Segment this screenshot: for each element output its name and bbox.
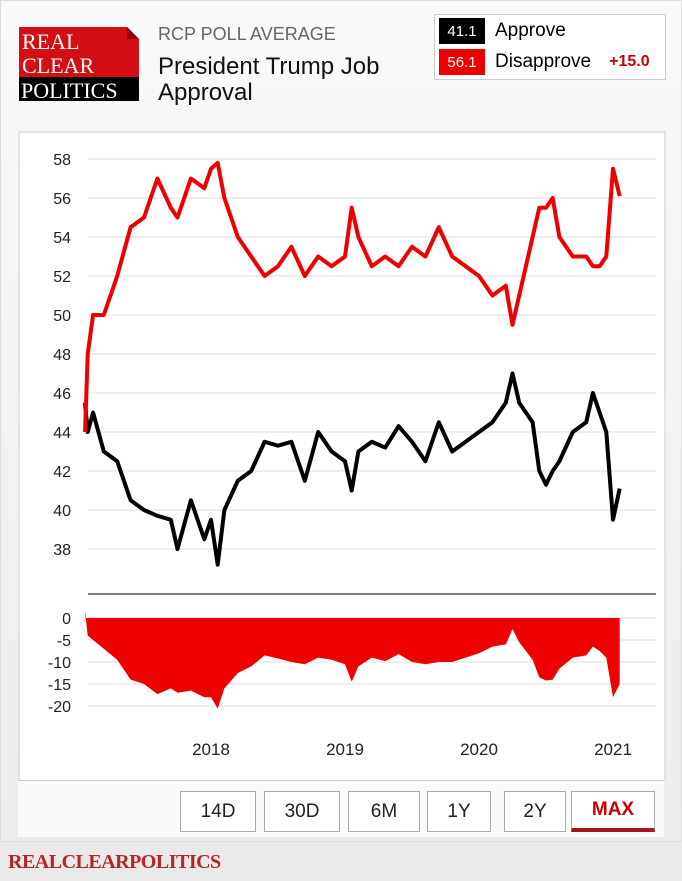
range-button-6m[interactable]: 6M	[348, 791, 420, 832]
y-tick-label: 50	[53, 308, 71, 325]
y-tick-label: 58	[53, 152, 71, 169]
x-tick-label: 2018	[192, 740, 230, 759]
y-tick-label: 40	[53, 503, 71, 520]
y-tick-label: 44	[53, 425, 71, 442]
y-tick-label: 42	[53, 464, 71, 481]
range-button-30d[interactable]: 30D	[264, 791, 340, 832]
range-button-max[interactable]: MAX	[571, 791, 655, 832]
range-button-2y[interactable]: 2Y	[504, 791, 566, 832]
rcp-logo: REAL CLEAR POLITICS	[19, 27, 139, 101]
logo-politics: POLITICS	[21, 78, 118, 101]
spread-y-tick-label: 0	[62, 611, 71, 628]
spread-y-tick-label: -20	[48, 699, 71, 716]
approve-value: 41.1	[439, 18, 485, 44]
y-tick-label: 38	[53, 542, 71, 559]
range-bar: 14D 30D 6M 1Y 2Y MAX	[18, 780, 664, 837]
y-tick-label: 46	[53, 386, 71, 403]
y-tick-label: 48	[53, 347, 71, 364]
spread-area	[85, 611, 620, 709]
x-tick-label: 2021	[594, 740, 632, 759]
y-tick-label: 52	[53, 269, 71, 286]
subtitle: RCP POLL AVERAGE	[158, 24, 336, 44]
x-tick-label: 2020	[460, 740, 498, 759]
page-title: President Trump Job Approval	[158, 53, 380, 106]
range-button-14d[interactable]: 14D	[180, 791, 256, 832]
widget: REAL CLEAR POLITICS RCP POLL AVERAGE Pre…	[0, 0, 682, 842]
range-button-1y[interactable]: 1Y	[427, 791, 491, 832]
spread-y-tick-label: -10	[48, 655, 71, 672]
chart: 38 40 42 44 46 48 50 52 54 56 58 0 -5 -10 -15 -20 2018 20…	[18, 131, 666, 781]
disapprove-label: Disapprove	[495, 51, 592, 72]
y-tick-label: 56	[53, 191, 71, 208]
legend-approve: 41.1 Approve	[439, 18, 566, 44]
y-tick-label: 54	[53, 230, 71, 247]
logo-real: REAL	[22, 29, 79, 54]
legend-disapprove: 56.1 Disapprove +15.0	[439, 49, 650, 75]
logo-clear: CLEAR	[22, 53, 94, 78]
disapprove-value: 56.1	[439, 49, 485, 75]
footer-logo: REALCLEARPOLITICS	[8, 851, 221, 873]
approve-label: Approve	[495, 20, 566, 41]
line-disapprove	[83, 160, 622, 433]
spread-value: +15.0	[609, 53, 650, 70]
spread-y-tick-label: -15	[48, 677, 71, 694]
line-approve	[83, 371, 622, 567]
spread-y-tick-label: -5	[57, 633, 71, 650]
legend: 41.1 Approve 56.1 Disapprove +15.0	[434, 14, 666, 80]
x-tick-label: 2019	[326, 740, 364, 759]
